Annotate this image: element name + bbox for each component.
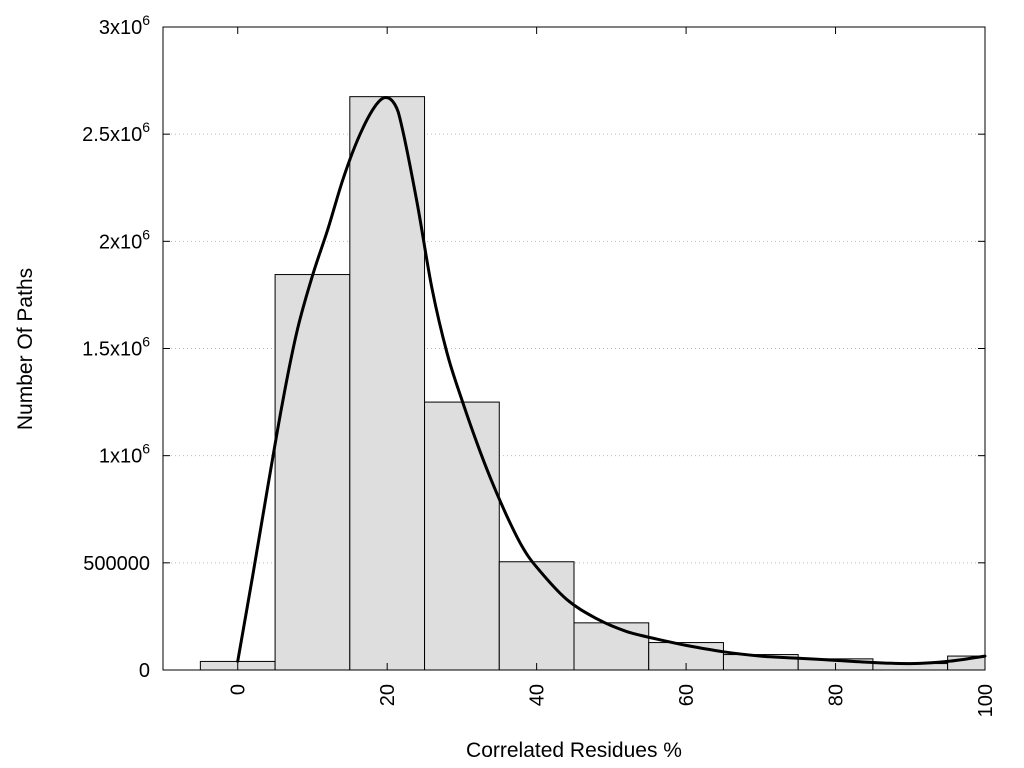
bar-2 xyxy=(349,96,426,671)
x-axis-ticks: 0 20 40 60 80 100 xyxy=(228,27,997,717)
y-tick-label-3: 1.5x106 xyxy=(82,334,150,361)
y-tick-label-0: 0 xyxy=(139,660,150,682)
density-curve xyxy=(236,95,987,666)
y-tick-label-4: 2x106 xyxy=(99,226,150,253)
x-tick-label-2: 40 xyxy=(527,684,549,706)
x-tick-label-0: 0 xyxy=(228,684,250,695)
histogram-bars xyxy=(199,96,986,671)
bar-5 xyxy=(573,622,650,671)
x-tick-label-5: 100 xyxy=(975,684,997,717)
y-axis-label: Number Of Paths xyxy=(14,268,37,430)
x-tick-label-1: 20 xyxy=(377,684,399,706)
y-tick-label-6: 3x106 xyxy=(99,12,150,39)
x-tick-label-4: 80 xyxy=(826,684,848,706)
bar-4 xyxy=(498,561,575,671)
bar-3 xyxy=(424,401,500,671)
y-tick-label-2: 1x106 xyxy=(99,441,150,468)
y-axis-ticks: 0 500000 1x106 1.5x106 2x106 2.5x106 3x106 xyxy=(82,12,985,682)
x-axis-label: Correlated Residues % xyxy=(466,739,682,762)
y-tick-label-5: 2.5x106 xyxy=(82,119,150,146)
bar-1 xyxy=(274,274,351,671)
x-tick-label-3: 60 xyxy=(676,684,698,706)
y-tick-label-1: 500000 xyxy=(83,553,150,575)
